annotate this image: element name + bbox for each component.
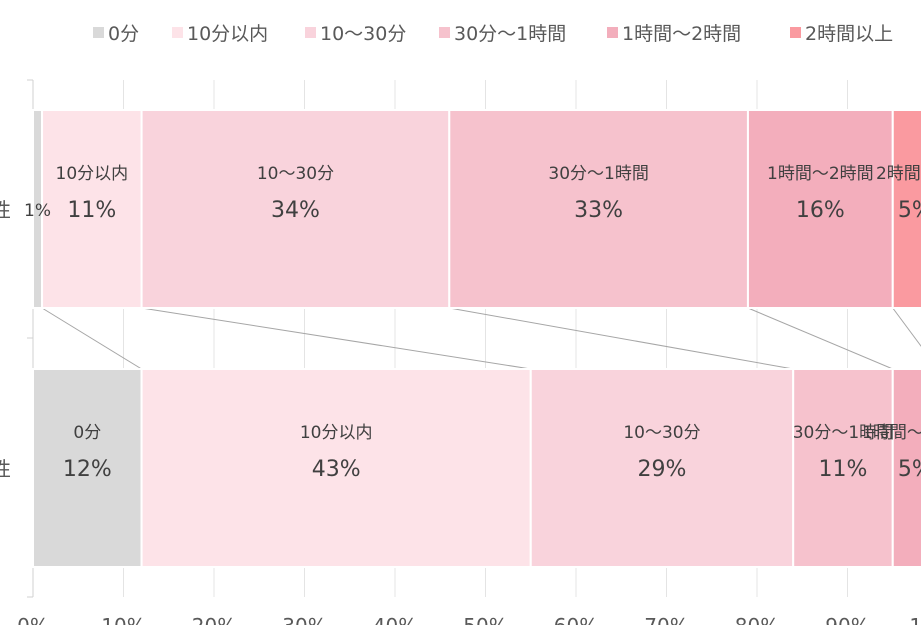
legend-label: 1時間〜2時間 xyxy=(622,23,741,45)
data-label-value: 11% xyxy=(67,198,116,223)
series-line xyxy=(142,308,531,369)
legend-label: 0分 xyxy=(108,23,139,45)
x-tick-label: 60% xyxy=(554,614,598,625)
data-label-value: 29% xyxy=(638,457,687,482)
legend-item: 10〜30分 xyxy=(305,23,406,45)
data-label-series-name: 1時間〜2時間 xyxy=(862,423,921,443)
series-line xyxy=(893,308,921,369)
series-line xyxy=(42,308,142,369)
x-tick-label: 30% xyxy=(282,614,326,625)
data-label-value: 5% xyxy=(898,198,921,223)
legend-item: 10分以内 xyxy=(172,23,268,45)
legend-swatch xyxy=(607,27,618,38)
legend: 0分 10分以内 10〜30分 30分〜1時間 1時間〜2時間 2時間以上 xyxy=(93,23,893,45)
series-lines xyxy=(42,308,921,369)
data-label-series-name: 10分以内 xyxy=(56,164,129,184)
x-tick-label: 10% xyxy=(101,614,145,625)
data-label-series-name: 10〜30分 xyxy=(257,164,334,184)
x-tick-label: 0% xyxy=(17,614,49,625)
x-tick-label: 40% xyxy=(373,614,417,625)
data-label-series-name: 0分 xyxy=(73,423,101,443)
legend-item: 1時間〜2時間 xyxy=(607,23,741,45)
legend-label: 2時間以上 xyxy=(805,23,893,45)
legend-item: 30分〜1時間 xyxy=(439,23,566,45)
legend-label: 30分〜1時間 xyxy=(454,23,566,45)
series-line xyxy=(748,308,893,369)
x-axis-tick-labels: 0% 10% 20% 30% 40% 50% 60% 70% 80% 90% 100% xyxy=(17,614,921,625)
data-label-series-name: 2時間以上 xyxy=(876,164,921,184)
x-tick-label: 50% xyxy=(463,614,507,625)
data-label-series-name: 10分以内 xyxy=(300,423,373,443)
data-label-series-name: 10〜30分 xyxy=(623,423,700,443)
x-tick-label: 70% xyxy=(644,614,688,625)
category-label: 性 xyxy=(0,457,11,481)
x-tick-label: 80% xyxy=(735,614,779,625)
legend-item: 2時間以上 xyxy=(790,23,893,45)
x-tick-label: 20% xyxy=(192,614,236,625)
legend-item: 0分 xyxy=(93,23,139,45)
x-tick-label: 100% xyxy=(909,614,921,625)
data-label-value: 16% xyxy=(796,198,845,223)
legend-swatch xyxy=(439,27,450,38)
data-label-value: 43% xyxy=(312,457,361,482)
data-label-value: 12% xyxy=(63,457,112,482)
legend-label: 10〜30分 xyxy=(320,23,406,45)
category-axis: 性性 xyxy=(0,80,33,597)
legend-swatch xyxy=(305,27,316,38)
legend-label: 10分以内 xyxy=(187,23,268,45)
data-label-value: 1% xyxy=(24,201,51,221)
data-label-value: 11% xyxy=(819,457,868,482)
category-label: 性 xyxy=(0,198,11,222)
series-line xyxy=(449,308,793,369)
data-label-value: 33% xyxy=(574,198,623,223)
legend-swatch xyxy=(172,27,183,38)
data-label-series-name: 1時間〜2時間 xyxy=(767,164,874,184)
legend-swatch xyxy=(93,27,104,38)
data-label-series-name: 30分〜1時間 xyxy=(548,164,648,184)
data-label-value: 5% xyxy=(898,457,921,482)
legend-swatch xyxy=(790,27,801,38)
data-label-value: 34% xyxy=(271,198,320,223)
x-tick-label: 90% xyxy=(825,614,869,625)
